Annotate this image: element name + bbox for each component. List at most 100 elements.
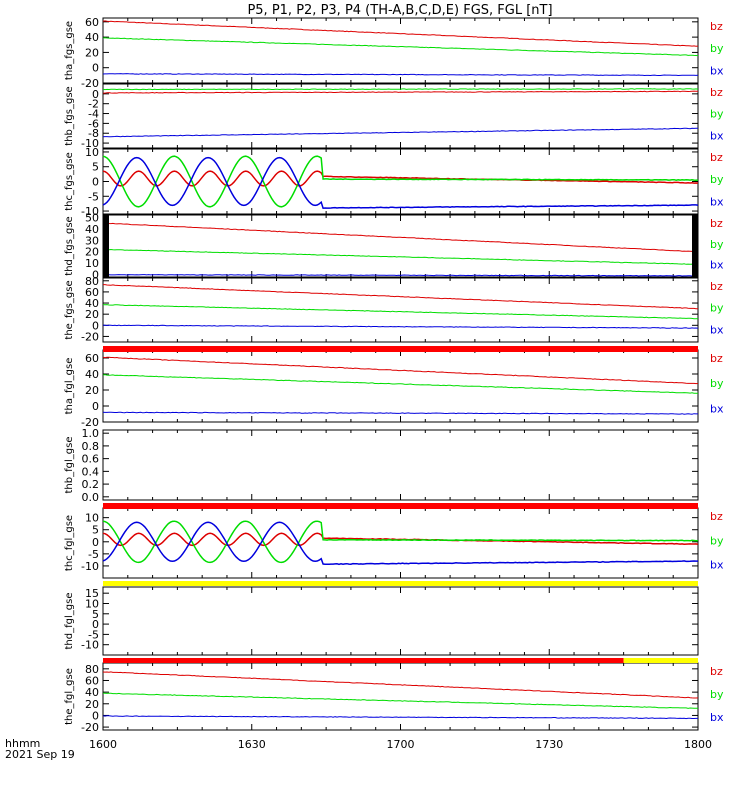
x-tick-label: 1630 xyxy=(238,738,266,751)
y-tick-label: -2 xyxy=(88,98,99,111)
status-bar-2 xyxy=(103,581,698,586)
panel-thc_fgs_gse: -10 -50 5 10 thc_fgs_gse bz by bx xyxy=(64,146,724,218)
panel-frame xyxy=(102,83,699,149)
y-tick-label: -10 xyxy=(81,137,99,150)
y-tick-label: -10 xyxy=(81,639,99,652)
y-tick-label: 0 xyxy=(92,709,99,722)
panel-tha_fgs_gse: -20 0 20 40 60 tha_fgs_gse bz by bx xyxy=(64,16,724,90)
panel-frame xyxy=(102,277,699,343)
legend-by: by xyxy=(710,377,724,390)
y-tick-label: 10 xyxy=(85,597,99,610)
y-tick-label: 1.0 xyxy=(82,427,100,440)
y-tick-label: -20 xyxy=(81,77,99,90)
legend-bz: bz xyxy=(710,665,723,678)
y-tick-label: -10 xyxy=(81,560,99,573)
x-tick-label: 1730 xyxy=(535,738,563,751)
y-tick-label: 40 xyxy=(85,31,99,44)
y-tick-label: 0.0 xyxy=(82,491,100,504)
y-tick-label: -5 xyxy=(88,628,99,641)
series-bx xyxy=(102,156,699,210)
status-bar-3 xyxy=(623,658,698,663)
y-tick-label: 60 xyxy=(85,352,99,365)
legend-bz: bz xyxy=(710,352,723,365)
y-axis-label: the_fgl_gse xyxy=(64,668,75,725)
y-tick-label: 0 xyxy=(92,618,99,631)
legend-bx: bx xyxy=(710,259,724,272)
plot-title: P5, P1, P2, P3, P4 (TH-A,B,C,D,E) FGS, F… xyxy=(247,3,552,18)
y-tick-label: -5 xyxy=(88,190,99,203)
series-by xyxy=(102,248,698,265)
y-axis-label: the_fgs_gse xyxy=(64,280,75,339)
y-axis-label: thb_fgs_gse xyxy=(64,86,75,145)
y-tick-label: -5 xyxy=(88,548,99,561)
x-tick-label: 1700 xyxy=(387,738,415,751)
status-bar-3 xyxy=(103,658,624,663)
y-tick-label: -8 xyxy=(88,127,99,140)
legend-by: by xyxy=(710,302,724,315)
status-bar-0 xyxy=(103,346,698,352)
y-axis-label: thd_fgl_gse xyxy=(64,593,75,650)
y-tick-label: 10 xyxy=(85,512,99,525)
y-tick-label: 80 xyxy=(85,275,99,288)
thd-edge-block-right xyxy=(692,215,698,277)
y-axis-label: thc_fgl_gse xyxy=(64,515,75,571)
legend-bz: bz xyxy=(710,280,723,293)
series-bx xyxy=(102,521,698,566)
legend-bx: bx xyxy=(710,195,724,208)
panel-frame xyxy=(102,214,699,278)
series-by xyxy=(102,374,699,394)
y-tick-label: 20 xyxy=(85,698,99,711)
legend-bx: bx xyxy=(710,402,724,415)
y-tick-label: 0.8 xyxy=(82,440,100,453)
y-tick-label: 20 xyxy=(85,46,99,59)
y-tick-label: 60 xyxy=(85,674,99,687)
series-bx xyxy=(102,715,698,720)
y-tick-label: 5 xyxy=(92,161,99,174)
y-tick-label: 0 xyxy=(92,62,99,75)
y-tick-label: 40 xyxy=(85,223,99,236)
legend-by: by xyxy=(710,173,724,186)
panel-thb_fgl_gse: 0.00.20.40.60.81.0 thb_fgl_gse xyxy=(64,427,699,504)
legend-by: by xyxy=(710,42,724,55)
panel-frame xyxy=(102,662,699,731)
series-bx xyxy=(102,411,698,415)
y-tick-label: 0 xyxy=(92,400,99,413)
legend-by: by xyxy=(710,534,724,547)
x-tick-label: 1600 xyxy=(89,738,117,751)
y-tick-label: 40 xyxy=(85,686,99,699)
y-tick-label: -20 xyxy=(81,416,99,429)
x-tick-label: 1800 xyxy=(684,738,712,751)
legend-bz: bz xyxy=(710,510,723,523)
time-axis-label-hhmm: hhmm xyxy=(5,737,40,750)
series-by xyxy=(102,88,699,91)
y-axis-label: tha_fgs_gse xyxy=(64,21,75,80)
panel-frame xyxy=(102,429,699,501)
y-tick-label: 40 xyxy=(85,297,99,310)
y-axis-label: thd_fgs_gse xyxy=(64,216,75,275)
legend-bz: bz xyxy=(710,86,723,99)
y-tick-label: 20 xyxy=(85,384,99,397)
time-axis-label-date: 2021 Sep 19 xyxy=(5,748,75,761)
y-tick-label: 60 xyxy=(85,286,99,299)
series-bz xyxy=(102,170,699,187)
legend-bx: bx xyxy=(710,559,724,572)
time-axis: hhmm 2021 Sep 19 1600 1630 1700 1730 1800 xyxy=(5,737,712,761)
y-tick-label: 20 xyxy=(85,246,99,259)
y-tick-label: 0.2 xyxy=(82,478,100,491)
legend-bz: bz xyxy=(710,151,723,164)
legend-by: by xyxy=(710,108,724,121)
y-tick-label: 0 xyxy=(92,88,99,101)
y-tick-label: 0 xyxy=(92,536,99,549)
y-tick-label: 0 xyxy=(92,176,99,189)
series-by xyxy=(102,692,699,709)
panel-frame xyxy=(102,17,699,84)
y-tick-label: 5 xyxy=(92,524,99,537)
legend-bx: bx xyxy=(710,711,724,724)
y-tick-label: -6 xyxy=(88,117,99,130)
series-by xyxy=(102,304,699,320)
